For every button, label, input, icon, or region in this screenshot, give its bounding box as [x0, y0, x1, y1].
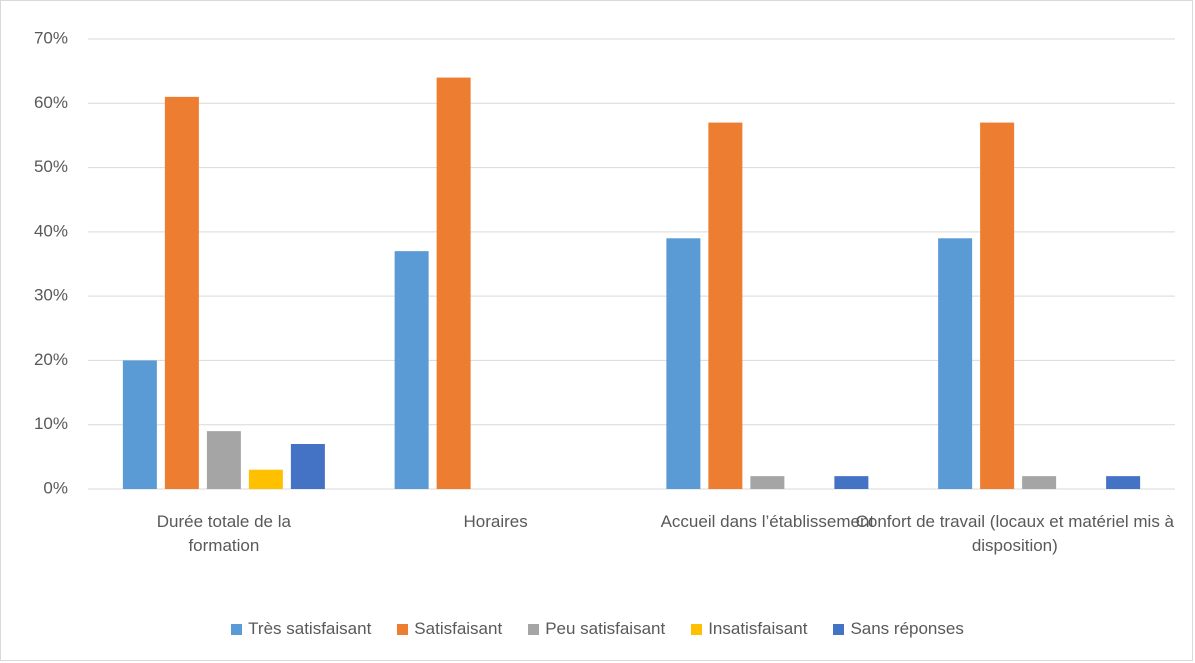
x-tick-label: Durée totale de la formation: [156, 512, 291, 555]
x-tick-label: Horaires: [463, 512, 528, 531]
bar: [122, 360, 157, 489]
legend-item: Très satisfaisant: [231, 619, 371, 639]
bar: [750, 476, 785, 489]
legend-label: Peu satisfaisant: [545, 619, 666, 638]
y-tick-label: 70%: [34, 28, 68, 47]
y-tick-label: 20%: [34, 350, 68, 369]
legend-item: Peu satisfaisant: [528, 619, 665, 639]
bar: [834, 476, 869, 489]
y-tick-label: 60%: [34, 93, 68, 112]
y-tick-label: 0%: [43, 478, 68, 497]
bar: [290, 444, 325, 489]
bar: [980, 122, 1015, 490]
x-tick-label: Accueil dans l’établissement: [660, 512, 875, 531]
legend-item: Satisfaisant: [397, 619, 502, 639]
legend-label: Satisfaisant: [414, 619, 503, 638]
legend-label: Sans réponses: [850, 619, 964, 638]
y-tick-label: 10%: [34, 414, 68, 433]
legend-item: Sans réponses: [833, 619, 964, 639]
bar: [938, 238, 973, 489]
legend-swatch: [231, 623, 243, 635]
bar: [164, 96, 199, 489]
legend-swatch: [691, 623, 703, 635]
y-tick-label: 50%: [34, 157, 68, 176]
legend-item: Insatisfaisant: [691, 619, 807, 639]
legend: Très satisfaisant Satisfaisant Peu satisfa…: [0, 619, 1195, 639]
bar: [708, 122, 743, 490]
x-tick-label: Confort de travail (locaux et matériel m…: [855, 512, 1175, 555]
legend-swatch: [397, 623, 409, 635]
bar: [1106, 476, 1141, 489]
legend-swatch: [833, 623, 845, 635]
bar: [1022, 476, 1057, 489]
bar: [248, 469, 283, 489]
legend-swatch: [528, 623, 540, 635]
bar: [394, 251, 429, 489]
legend-label: Très satisfaisant: [248, 619, 372, 638]
legend-label: Insatisfaisant: [708, 619, 808, 638]
bar: [206, 431, 241, 489]
bar: [666, 238, 701, 489]
y-tick-label: 30%: [34, 286, 68, 305]
y-tick-label: 40%: [34, 221, 68, 240]
bar: [436, 77, 471, 490]
